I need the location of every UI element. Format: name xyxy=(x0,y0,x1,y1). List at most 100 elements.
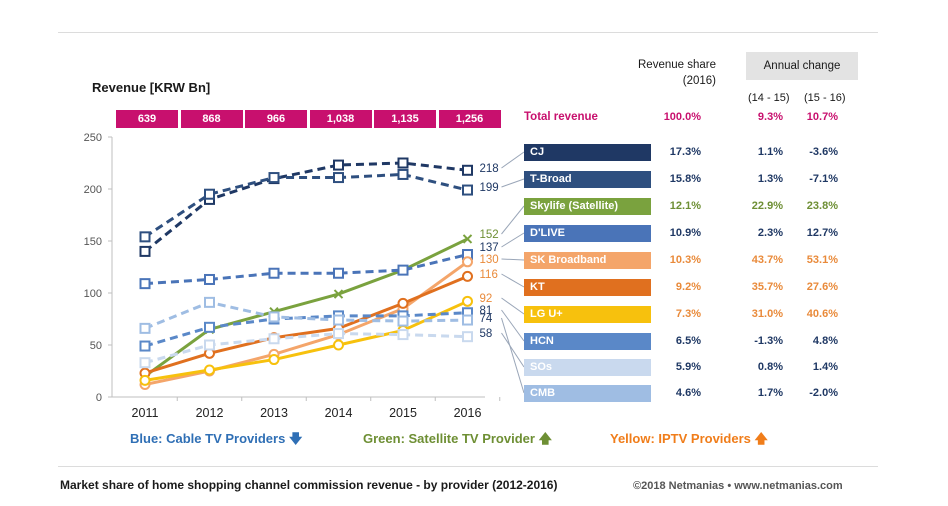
connector-skylife-satellite xyxy=(501,205,525,235)
provider-change-14-15: 22.9% xyxy=(751,200,783,212)
total-revenue-box: 1,256 xyxy=(438,110,501,128)
provider-share: 4.6% xyxy=(675,387,701,399)
legend-cable: Blue: Cable TV Providers 🡇 xyxy=(130,430,302,452)
provider-label: T-Broad xyxy=(524,171,651,188)
data-point-lg-u xyxy=(268,354,280,366)
revenue-share-header: Revenue share (2016) xyxy=(638,59,716,87)
end-label-cj: 218 xyxy=(480,163,499,175)
total-change-14-15: 9.3% xyxy=(757,111,783,123)
x-tick-label: 2014 xyxy=(325,406,353,420)
provider-share: 10.3% xyxy=(669,254,701,266)
provider-label: KT xyxy=(524,279,651,296)
data-point-cmb xyxy=(397,315,409,327)
data-point-t-broad xyxy=(268,172,280,184)
y-tick-label: 100 xyxy=(84,288,102,300)
series-line-sos xyxy=(144,332,468,365)
data-point-cj xyxy=(397,157,409,169)
end-label-hcn: 81 xyxy=(480,305,493,317)
provider-change-14-15: 43.7% xyxy=(751,254,783,266)
data-point-kt xyxy=(462,270,473,282)
provider-change-14-15: 2.3% xyxy=(757,227,783,239)
data-point-hcn xyxy=(204,321,215,333)
legend-iptv: Yellow: IPTV Providers 🡅 xyxy=(610,430,768,452)
provider-change-15-16: 53.1% xyxy=(806,254,838,266)
total-revenue-box: 868 xyxy=(180,110,243,128)
series-line-kt xyxy=(144,274,469,375)
x-tick-label: 2013 xyxy=(260,406,288,420)
provider-share: 10.9% xyxy=(669,227,701,239)
provider-label: CMB xyxy=(524,385,651,402)
series-line-lg-u xyxy=(144,299,469,382)
data-point-sos xyxy=(462,331,473,343)
down-arrow-icon: 🡇 xyxy=(288,431,303,446)
data-point-lg-u xyxy=(139,374,151,386)
data-point-d-live xyxy=(268,267,280,279)
credit: ©2018 Netmanias • www.netmanias.com xyxy=(633,480,843,492)
series-line-cj xyxy=(144,161,468,253)
y-tick-label: 250 xyxy=(84,132,102,144)
provider-share: 17.3% xyxy=(669,146,701,158)
series-line-hcn xyxy=(144,311,468,348)
data-point-lg-u xyxy=(333,339,344,351)
data-point-sos xyxy=(204,339,215,351)
annual-change-header: Annual change xyxy=(746,52,858,80)
end-label-skylife-satellite: 152 xyxy=(480,229,499,241)
provider-change-14-15: -1.3% xyxy=(754,335,783,347)
legend-satellite-text: Green: Satellite TV Provider xyxy=(363,431,535,446)
legend-satellite: Green: Satellite TV Provider 🡅 xyxy=(363,430,552,452)
data-point-cj xyxy=(139,245,151,257)
data-point-cmb xyxy=(139,322,151,334)
provider-change-15-16: -7.1% xyxy=(809,173,838,185)
provider-change-15-16: -2.0% xyxy=(809,387,838,399)
data-point-cmb xyxy=(333,314,344,326)
end-label-sk-broadband: 130 xyxy=(480,254,499,266)
end-label-t-broad: 199 xyxy=(480,182,499,194)
provider-change-15-16: 12.7% xyxy=(806,227,838,239)
data-point-lg-u xyxy=(462,295,473,307)
data-point-sos xyxy=(139,357,151,369)
data-point-cj xyxy=(462,164,473,176)
data-point-d-live xyxy=(333,267,344,279)
provider-share: 5.9% xyxy=(675,361,701,373)
end-label-lg-u: 92 xyxy=(480,293,493,305)
provider-change-15-16: 27.6% xyxy=(806,281,838,293)
data-point-sos xyxy=(333,328,344,340)
provider-share: 9.2% xyxy=(675,281,701,293)
provider-label: SK Broadband xyxy=(524,252,651,269)
data-point-t-broad xyxy=(333,172,344,184)
legend-cable-text: Blue: Cable TV Providers xyxy=(130,431,286,446)
up-arrow-icon: 🡅 xyxy=(754,431,768,446)
connector-hcn xyxy=(501,309,525,342)
data-point-sos xyxy=(397,329,409,341)
provider-change-15-16: -3.6% xyxy=(809,146,838,158)
series-line-t-broad xyxy=(144,172,468,239)
provider-change-14-15: 1.1% xyxy=(757,146,783,158)
data-point-d-live xyxy=(204,273,215,285)
y-tick-label: 150 xyxy=(84,236,102,248)
data-point-t-broad xyxy=(204,188,215,200)
provider-label: Skylife (Satellite) xyxy=(524,198,651,215)
provider-label: D'LIVE xyxy=(524,225,651,242)
connector-cmb xyxy=(501,317,525,394)
provider-change-15-16: 1.4% xyxy=(812,361,838,373)
data-point-sos xyxy=(268,333,280,345)
provider-change-15-16: 23.8% xyxy=(806,200,838,212)
provider-label: LG U+ xyxy=(524,306,651,323)
total-change-15-16: 10.7% xyxy=(806,111,838,123)
top-divider xyxy=(58,32,878,33)
data-point-skylife-satellite xyxy=(462,234,473,244)
connector-sk-broadband xyxy=(501,258,525,261)
data-point-sk-broadband xyxy=(462,256,473,268)
data-point-t-broad xyxy=(139,231,151,243)
change-col1-header: (14 - 15) xyxy=(748,92,790,104)
chart-caption: Market share of home shopping channel co… xyxy=(60,478,558,492)
end-label-kt: 116 xyxy=(480,269,498,281)
connector-t-broad xyxy=(501,178,525,188)
provider-label: HCN xyxy=(524,333,651,350)
total-revenue-box: 1,135 xyxy=(374,110,436,128)
y-tick-label: 200 xyxy=(84,184,102,196)
provider-label: SOs xyxy=(524,359,651,376)
series-line-cmb xyxy=(144,300,468,330)
data-point-cmb xyxy=(462,314,473,326)
